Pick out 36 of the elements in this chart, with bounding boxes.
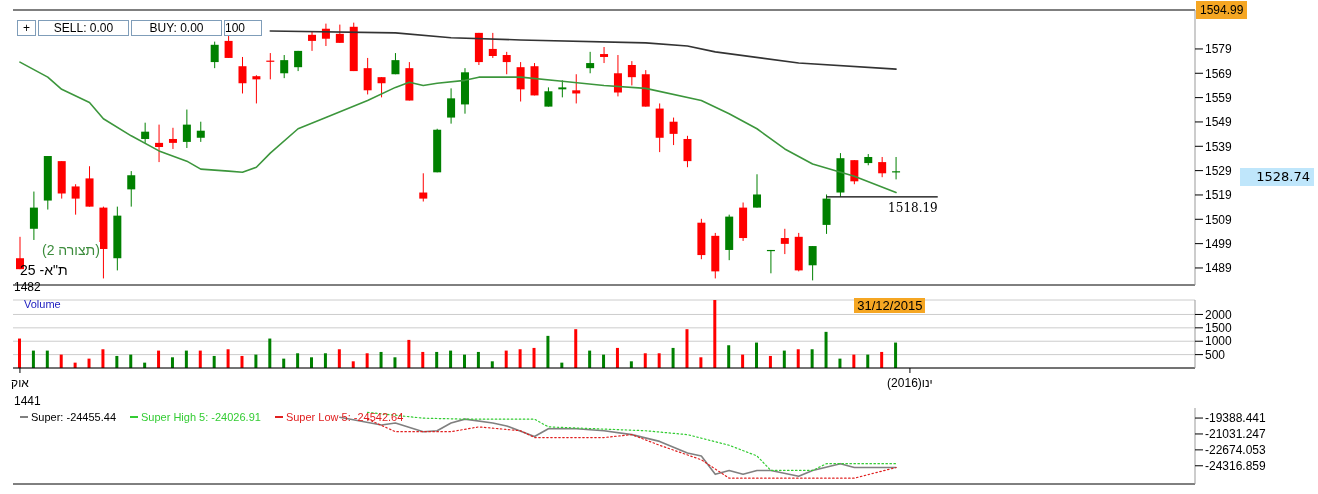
x-tick-label: אוק bbox=[11, 376, 29, 390]
annotation: BUY: 0.00 bbox=[131, 20, 222, 36]
annotation: + bbox=[17, 20, 36, 36]
chart-title: Volume bbox=[24, 298, 61, 310]
ref-line-label: 1594.99 bbox=[1196, 1, 1248, 20]
legend-label: Super Low 5: -24542.64 bbox=[284, 411, 404, 423]
annotation: 31/12/2015 bbox=[854, 298, 926, 313]
annotation: 1441 bbox=[14, 394, 41, 408]
y-tick-label: 2000 bbox=[1205, 307, 1233, 322]
y-tick-label: 1489 bbox=[1205, 261, 1233, 276]
y-tick-label: 1579 bbox=[1205, 42, 1233, 57]
x-tick-label: ינו(2016) bbox=[887, 376, 933, 390]
y-tick-label: 1539 bbox=[1205, 139, 1233, 154]
y-tick-label: 1569 bbox=[1205, 66, 1233, 81]
annotation: 100 bbox=[224, 20, 262, 36]
y-tick-label: -22674.053 bbox=[1205, 443, 1267, 458]
y-tick-label: 1500 bbox=[1205, 321, 1233, 336]
y-tick-label: 1559 bbox=[1205, 90, 1233, 105]
y-tick-label: -19388.441 bbox=[1205, 411, 1267, 426]
annotation: SELL: 0.00 bbox=[38, 20, 129, 36]
y-tick-label: 1549 bbox=[1205, 115, 1233, 130]
annotation: 1482 bbox=[14, 280, 41, 294]
legend-label: Super High 5: -24026.91 bbox=[140, 411, 261, 423]
annotation: ת"א- 25 bbox=[20, 262, 68, 278]
legend-label: Super: -24455.44 bbox=[30, 411, 117, 423]
y-tick-label: 500 bbox=[1205, 347, 1226, 362]
y-tick-label: -24316.859 bbox=[1205, 459, 1267, 474]
y-tick-label: -21031.247 bbox=[1205, 427, 1267, 442]
text: 1528.74 bbox=[1256, 169, 1311, 185]
y-tick-label: 1509 bbox=[1205, 212, 1233, 227]
y-tick-label: 1499 bbox=[1205, 236, 1233, 251]
ref-line-label: 1518.19 bbox=[888, 200, 938, 215]
y-tick-label: 1000 bbox=[1205, 334, 1233, 349]
annotation: (תצורה 2) bbox=[42, 242, 100, 258]
y-tick-label: 1529 bbox=[1205, 163, 1233, 178]
y-tick-label: 1519 bbox=[1205, 188, 1233, 203]
